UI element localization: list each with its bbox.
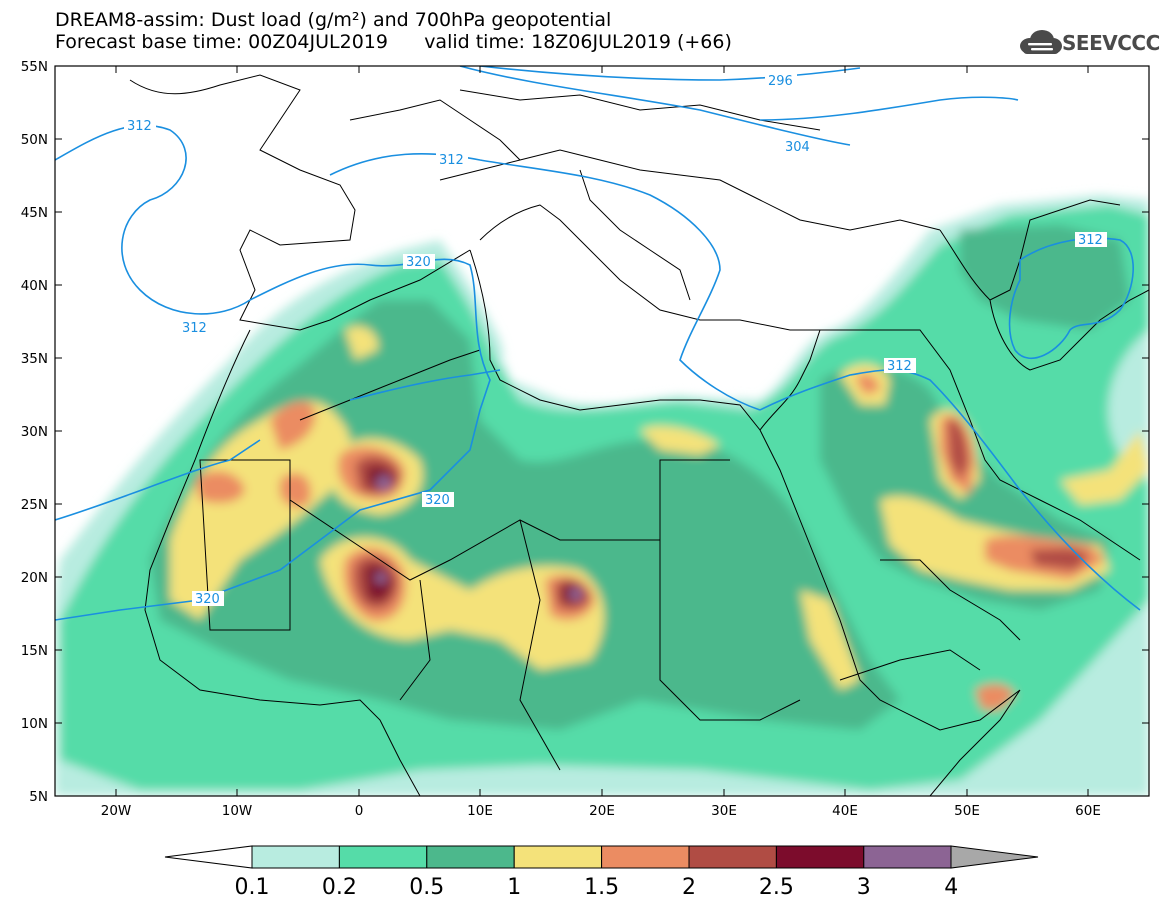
- lat-label: 55N: [21, 59, 48, 75]
- colorbar-upper-arrow: [950, 845, 1039, 869]
- colorbar-label: 3: [857, 875, 871, 900]
- dust-field: [55, 66, 1149, 796]
- lat-label: 25N: [21, 497, 48, 513]
- colorbar-segment: [863, 845, 952, 869]
- lon-label: 20W: [101, 803, 132, 819]
- contour-label: 320: [406, 255, 431, 270]
- longitude-labels: 20W 10W 0 10E 20E 30E 40E 50E 60E: [101, 803, 1101, 819]
- colorbar-segment: [338, 845, 428, 869]
- colorbar-label: 4: [944, 875, 958, 900]
- colorbar-label: 0.5: [409, 875, 444, 900]
- lon-label: 30E: [711, 803, 737, 819]
- colorbar-label: 2.5: [759, 875, 794, 900]
- colorbar-segment: [601, 845, 690, 869]
- lon-label: 20E: [589, 803, 615, 819]
- colorbar-segment: [513, 845, 603, 869]
- contour-label: 296: [768, 74, 793, 89]
- lat-label: 50N: [21, 132, 48, 148]
- axis-ticks: [55, 65, 1149, 796]
- dust-load-map: 296 304 312 312 312 312 320 320 320 312: [21, 59, 1150, 819]
- colorbar-label: 1: [507, 875, 521, 900]
- logo-text: SEEVCCC: [1062, 31, 1160, 55]
- colorbar-lower-arrow: [164, 845, 253, 869]
- lon-label: 50E: [954, 803, 980, 819]
- latitude-labels: 55N 50N 45N 40N 35N 30N 25N 20N 15N 10N …: [21, 59, 48, 805]
- contour-label: 312: [182, 321, 207, 336]
- colorbar-segment: [251, 845, 340, 869]
- colorbar-label: 0.1: [235, 875, 270, 900]
- lon-label: 10E: [467, 803, 493, 819]
- colorbar-label: 1.5: [584, 875, 619, 900]
- lon-label: 0: [355, 803, 364, 819]
- contour-label: 312: [1078, 233, 1103, 248]
- colorbar-segment: [688, 845, 777, 869]
- contour-label: 320: [195, 592, 220, 607]
- colorbar-segment: [426, 845, 515, 869]
- lat-label: 35N: [21, 351, 48, 367]
- contour-label: 312: [439, 153, 464, 168]
- lat-label: 30N: [21, 424, 48, 440]
- contour-label: 312: [127, 119, 152, 134]
- contour-label: 304: [785, 140, 810, 155]
- contour-labels: 296 304 312 312 312 312 320 320 320 312: [124, 73, 1107, 607]
- forecast-time-info: Forecast base time: 00Z04JUL2019 valid t…: [55, 31, 732, 53]
- lat-label: 10N: [21, 716, 48, 732]
- lat-label: 15N: [21, 643, 48, 659]
- contour-label: 312: [887, 359, 912, 374]
- map-title: DREAM8-assim: Dust load (g/m²) and 700hP…: [55, 9, 612, 31]
- lon-label: 40E: [832, 803, 858, 819]
- contour-label: 320: [425, 493, 450, 508]
- lon-label: 60E: [1075, 803, 1101, 819]
- coastlines: [129, 74, 1149, 796]
- lon-label: 10W: [222, 803, 253, 819]
- cloud-icon: [1020, 30, 1062, 54]
- colorbar-segment: [775, 845, 865, 869]
- lat-label: 5N: [29, 789, 48, 805]
- colorbar-label: 0.2: [322, 875, 357, 900]
- lat-label: 45N: [21, 205, 48, 221]
- lat-label: 20N: [21, 570, 48, 586]
- colorbar-label: 2: [682, 875, 696, 900]
- lat-label: 40N: [21, 278, 48, 294]
